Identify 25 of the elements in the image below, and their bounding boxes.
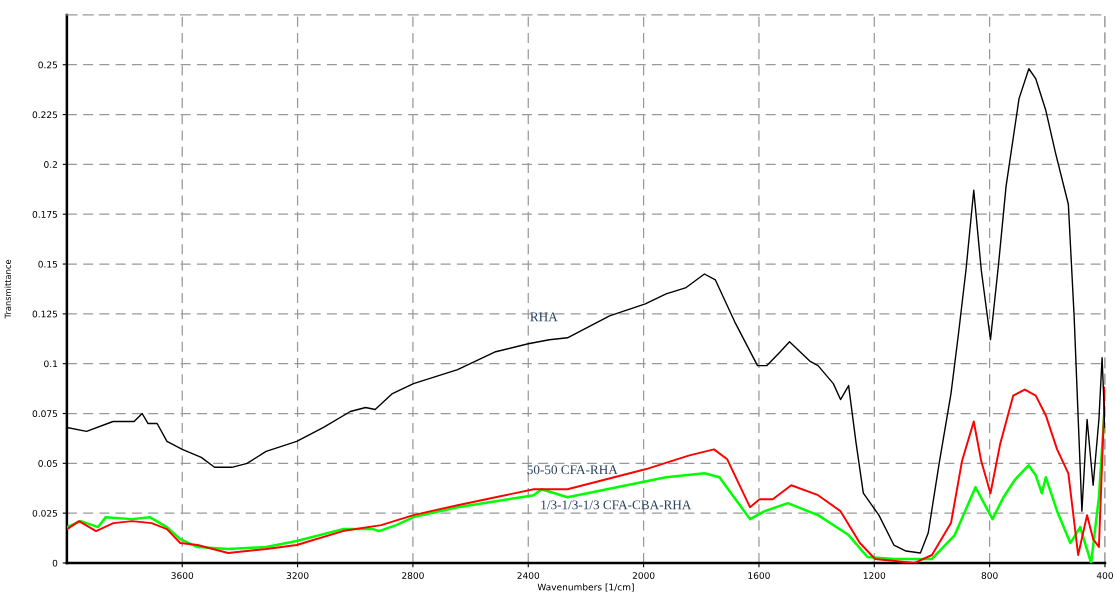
x-axis-title: Wavenumbers [1/cm] (537, 583, 634, 592)
y-tick-label: 0 (52, 559, 58, 567)
x-tick-label: 400 (1096, 572, 1113, 579)
y-tick-label: 0.1 (44, 360, 58, 368)
series-label: RHA (530, 312, 558, 322)
x-tick-label: 3200 (286, 572, 309, 579)
y-tick-label: 0.25 (38, 61, 58, 69)
y-tick-label: 0.2 (44, 161, 57, 168)
y-axis-title: Transmittance (4, 259, 11, 319)
y-tick-label: 0.075 (32, 410, 58, 418)
x-tick-label: 3600 (171, 572, 194, 579)
y-tick-label: 0.175 (32, 210, 58, 218)
y-tick-label: 0.025 (32, 509, 58, 517)
x-tick-label: 2800 (402, 572, 424, 579)
x-tick-label: 2400 (517, 572, 540, 579)
x-tick-label: 1200 (863, 572, 886, 579)
y-tick-label: 0.15 (38, 260, 58, 268)
y-tick-label: 0.05 (38, 460, 58, 467)
x-tick-label: 2000 (632, 572, 655, 579)
x-tick-label: 1600 (748, 572, 770, 579)
y-tick-label: 0.225 (32, 111, 58, 119)
series-label: 1/3-1/3-1/3 CFA-CBA-RHA (541, 500, 692, 510)
series-label: 50-50 CFA-RHA (527, 465, 618, 475)
y-tick-label: 0.125 (32, 310, 58, 318)
x-tick-label: 800 (981, 572, 998, 579)
